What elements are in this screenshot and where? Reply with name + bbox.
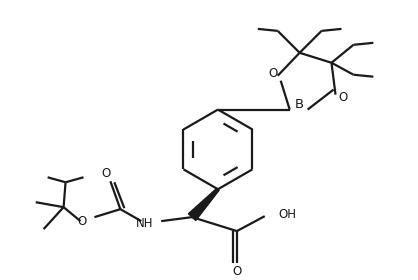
Polygon shape [189,188,219,221]
Text: NH: NH [136,217,153,230]
Text: OH: OH [279,208,297,221]
Text: O: O [232,265,242,278]
Text: O: O [77,214,87,228]
Text: O: O [102,167,111,180]
Text: B: B [295,98,304,111]
Text: O: O [339,91,348,104]
Text: O: O [268,67,278,80]
